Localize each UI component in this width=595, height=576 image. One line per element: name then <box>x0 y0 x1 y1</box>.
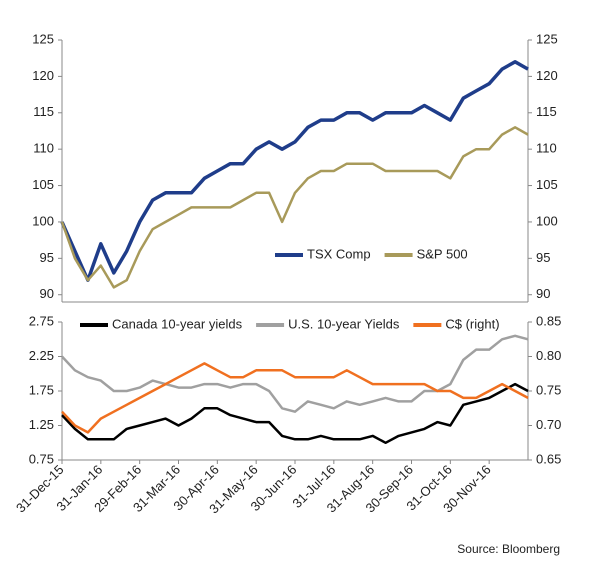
y2-tick-label: 95 <box>536 250 550 265</box>
y2-tick-label: 115 <box>536 104 557 119</box>
y2-tick-label: 105 <box>536 177 558 192</box>
series-line <box>61 382 529 445</box>
y2-tick-label: 0.65 <box>536 451 561 466</box>
y-tick-label: 95 <box>40 250 54 265</box>
y-tick-label: 1.25 <box>29 417 54 432</box>
y2-tick-label: 125 <box>536 31 558 46</box>
y-tick-label: 1.75 <box>29 382 54 397</box>
series-line <box>61 334 529 413</box>
y-tick-label: 105 <box>32 177 54 192</box>
y-tick-label: 0.75 <box>29 451 54 466</box>
legend-label: S&P 500 <box>417 246 468 261</box>
y-tick-label: 100 <box>32 213 54 228</box>
source-note: Source: Bloomberg <box>457 542 560 556</box>
y-tick-label: 120 <box>32 68 54 83</box>
legend-label: C$ (right) <box>445 316 499 331</box>
series-line <box>60 60 529 282</box>
series-line <box>61 362 529 434</box>
y-tick-label: 125 <box>32 31 54 46</box>
series-line <box>60 126 529 289</box>
y-tick-label: 90 <box>40 286 54 301</box>
y-tick-label: 115 <box>33 104 54 119</box>
y2-tick-label: 110 <box>536 141 557 156</box>
y2-tick-label: 120 <box>536 68 558 83</box>
y2-tick-label: 0.70 <box>536 417 561 432</box>
y2-tick-label: 0.75 <box>536 382 561 397</box>
legend-label: TSX Comp <box>307 246 371 261</box>
legend-label: U.S. 10-year Yields <box>288 316 400 331</box>
y-tick-label: 2.25 <box>29 348 54 363</box>
y-tick-label: 110 <box>33 141 54 156</box>
y2-tick-label: 90 <box>536 286 550 301</box>
y2-tick-label: 0.85 <box>536 313 561 328</box>
y2-tick-label: 0.80 <box>536 348 561 363</box>
y2-tick-label: 100 <box>536 213 558 228</box>
legend-label: Canada 10-year yields <box>112 316 243 331</box>
y-tick-label: 2.75 <box>29 313 54 328</box>
